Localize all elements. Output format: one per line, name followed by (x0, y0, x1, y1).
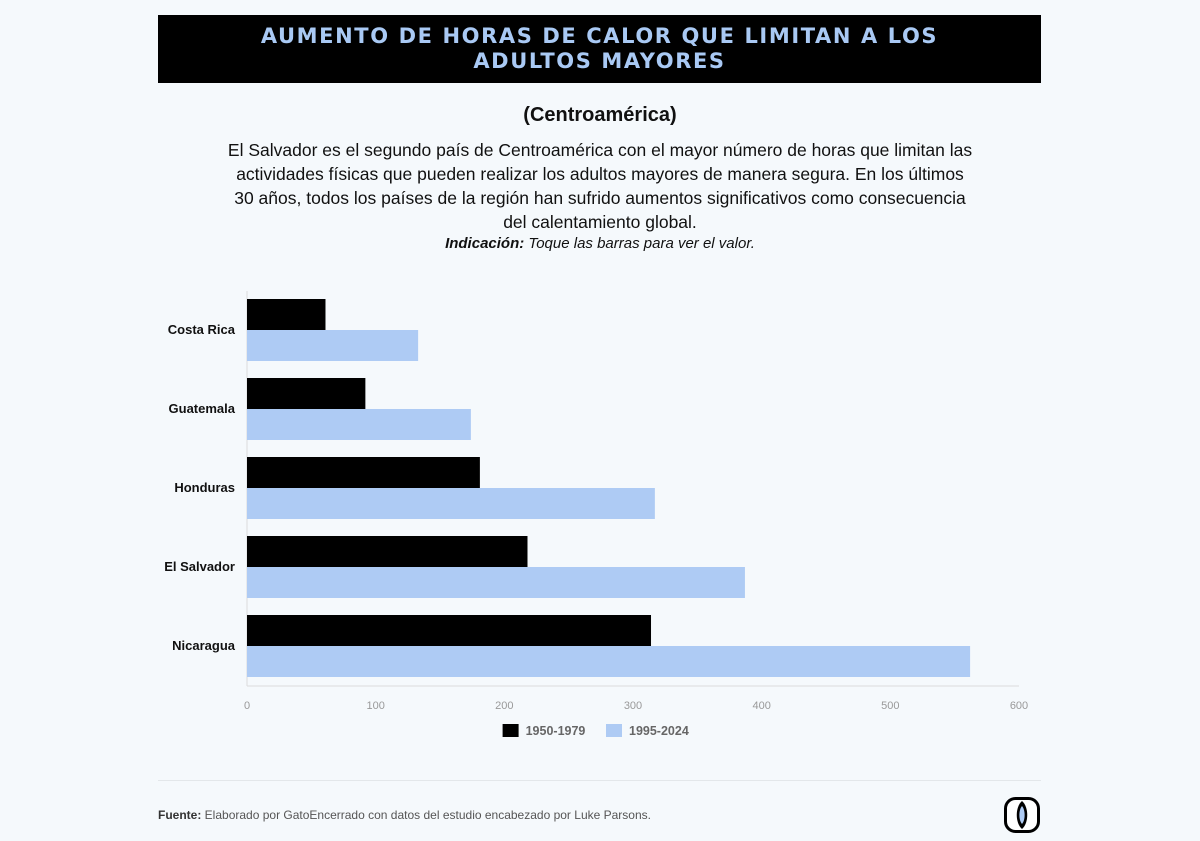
source-text: Elaborado por GatoEncerrado con datos de… (201, 808, 651, 822)
bar[interactable]: 1950-1979: 92 (247, 378, 366, 409)
x-tick-label: 0 (244, 700, 250, 712)
legend-swatch (606, 724, 622, 737)
hint-text: Toque las barras para ver el valor. (524, 235, 755, 252)
page-title: AUMENTO DE HORAS DE CALOR QUE LIMITAN A … (260, 24, 939, 73)
bar[interactable]: 1950-1979: 314 (247, 615, 652, 646)
footer-divider (158, 780, 1041, 781)
bar[interactable]: 1995-2024: 317 (247, 488, 655, 519)
bar[interactable]: 1995-2024: 133 (247, 330, 419, 361)
bar[interactable]: 1995-2024: 562 (247, 646, 971, 677)
x-tick-label: 200 (495, 700, 513, 712)
legend-swatch (502, 724, 519, 737)
category-label: El Salvador (164, 559, 235, 574)
chart-hint: Indicación: Toque las barras para ver el… (0, 235, 1200, 252)
legend-label: 1950-1979 (526, 724, 586, 738)
chart-description: El Salvador es el segundo país de Centro… (227, 140, 973, 232)
gatoencerrado-logo-icon (1004, 797, 1040, 833)
bar[interactable]: 1995-2024: 174 (247, 409, 471, 440)
x-tick-label: 500 (881, 700, 899, 712)
x-tick-label: 400 (752, 700, 770, 712)
category-label: Nicaragua (172, 638, 236, 653)
bar[interactable]: 1995-2024: 387 (247, 567, 745, 598)
hint-label: Indicación: (445, 235, 525, 252)
legend-label: 1995-2024 (629, 724, 689, 738)
bar[interactable]: 1950-1979: 218 (247, 536, 528, 567)
source-note: Fuente: Elaborado por GatoEncerrado con … (158, 808, 651, 822)
bar-chart: 0 100 200 300 400 500 600 Costa Rica 1950-1979: … (164, 291, 1028, 738)
bar[interactable]: 1950-1979: 61 (247, 299, 326, 330)
chart-subtitle: (Centroamérica) (523, 104, 677, 126)
title-banner: AUMENTO DE HORAS DE CALOR QUE LIMITAN A … (158, 15, 1041, 83)
category-label: Costa Rica (168, 322, 236, 337)
source-label: Fuente: (158, 808, 202, 822)
x-tick-label: 100 (366, 700, 384, 712)
bar[interactable]: 1950-1979: 181 (247, 457, 480, 488)
x-tick-label: 600 (1010, 700, 1028, 712)
category-label: Honduras (174, 480, 235, 495)
x-tick-label: 300 (624, 700, 642, 712)
category-label: Guatemala (169, 401, 236, 416)
